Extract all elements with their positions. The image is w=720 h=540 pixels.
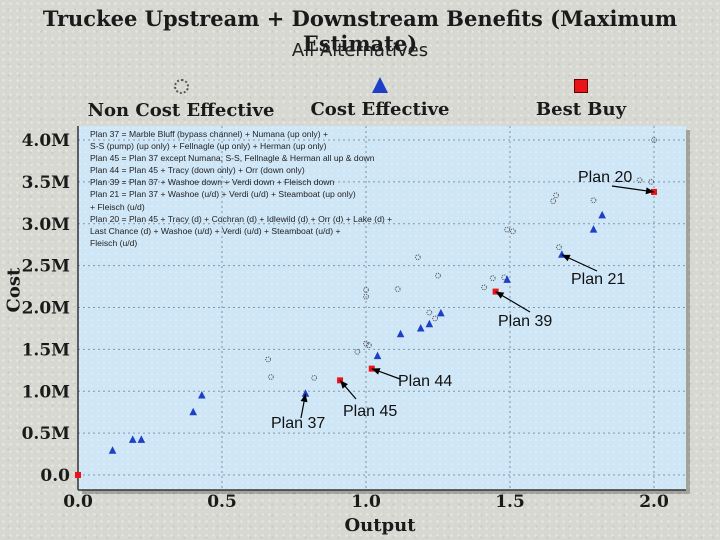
non-cost-effective-point [311,374,318,381]
cost-effective-point [396,329,405,338]
cost-effective-point [598,210,606,219]
triangle-icon [372,76,388,93]
cost-effective-point [503,275,511,283]
non-cost-effective-point [394,286,401,292]
cost-effective-point [108,446,117,454]
annotation-label: Plan 44 [398,373,452,390]
non-cost-effective-point [265,356,271,363]
non-cost-effective-point [509,228,516,235]
y-tick-label: 2.0M [22,299,71,319]
annotation-arrowhead [300,393,308,403]
annotation-arrowhead [645,187,654,195]
non-cost-effective-point [489,275,496,282]
annotation-arrowhead [561,254,571,262]
non-cost-effective-point [651,137,657,143]
cost-effective-point [198,390,206,399]
x-tick-label: 0.5 [207,492,237,512]
annotation-label: Plan 45 [343,403,397,420]
y-tick-label: 3.0M [22,215,71,235]
cost-effective-point [189,407,197,416]
x-tick-label: 1.5 [495,492,525,512]
annotation-arrowhead [371,368,381,375]
legend-label-best-buy: Best Buy [535,99,627,120]
x-tick-label: 2.0 [639,492,669,512]
cost-effective-point [301,389,310,397]
cost-effective-point [425,319,434,328]
plan-note-line: Plan 44 = Plan 45 + Tracy (down only) + … [90,165,305,176]
y-tick-label: 2.5M [22,257,71,277]
circle-icon [173,78,189,94]
cost-effective-point [137,435,146,443]
plan-note-line: + Fleisch (u/d) [90,201,145,212]
non-cost-effective-point [481,284,487,291]
y-tick-label: 1.5M [22,340,71,360]
x-axis-title: Output [344,515,416,536]
y-tick-label: 0.0 [40,466,70,486]
y-tick-label: 0.5M [22,424,71,444]
plan-note-line: Plan 45 = Plan 37 except Numana, S-S, Fe… [90,153,375,164]
plan-note-line: S-S (pump) (up only) + Fellnagle (up onl… [90,141,327,152]
non-cost-effective-point [363,340,369,347]
y-tick-label: 3.5M [22,173,71,193]
square-icon [574,79,588,93]
plan-note-line: Plan 37 = Marble Bluff (bypass channel) … [90,129,328,139]
plan-note-line: Last Chance (d) + Washoe (u/d) + Verdi (… [90,225,341,236]
cost-effective-point [437,308,445,317]
legend-label-non-cost-effective: Non Cost Effective [87,99,275,121]
x-tick-label: 0.0 [63,492,93,512]
chart-subtitle: All Alternatives [291,40,429,61]
non-cost-effective-point [268,374,274,380]
annotation-label: Plan 39 [498,313,552,330]
legend-best-buy: Best Buy [466,74,696,120]
y-tick-label: 4.0M [22,131,71,151]
x-tick-label: 1.0 [351,492,381,512]
y-tick-label: 1.0M [22,382,71,402]
non-cost-effective-point [414,254,421,261]
legend-label-cost-effective: Cost Effective [310,99,450,120]
annotation-label: Plan 37 [271,415,325,432]
non-cost-effective-point [435,272,441,279]
cost-effective-point [589,225,598,233]
chart-title: Truckee Upstream + Downstream Benefits (… [42,6,678,56]
legend-cost-effective: Cost Effective [265,74,495,120]
non-cost-effective-point [636,177,643,184]
non-cost-effective-point [504,226,511,233]
non-cost-effective-point [590,197,597,204]
non-cost-effective-point [363,287,369,293]
cost-effective-point [416,323,425,332]
cost-effective-point [373,351,382,360]
plan-note-line: Plan 20 = Plan 45 + Tracy (d) + Cochran … [90,213,393,224]
non-cost-effective-point [432,315,439,322]
plan-note-line: Fleisch (u/d) [90,237,138,248]
non-cost-effective-point [363,293,369,300]
plan-notes: Plan 37 = Marble Bluff (bypass channel) … [90,128,462,249]
best-buy-point [75,472,81,478]
non-cost-effective-point [354,348,361,355]
non-cost-effective-point [556,244,562,251]
annotation-arrowhead [495,291,505,299]
non-cost-effective-point [426,309,433,316]
annotation-label: Plan 20 [578,169,632,186]
legend-non-cost-effective: Non Cost Effective [66,74,296,121]
non-cost-effective-point [648,178,655,185]
annotation-arrowhead [340,380,348,389]
plan-note-line: Plan 21 = Plan 37 + Washoe (u/d) + Verdi… [90,189,356,200]
non-cost-effective-point [365,342,372,349]
cost-effective-point [128,435,137,443]
plan-note-line: Plan 39 = Plan 37 + Washoe down + Verdi … [90,177,335,188]
annotation-label: Plan 21 [571,271,625,288]
non-cost-effective-point [553,192,559,199]
non-cost-effective-point [550,198,557,205]
